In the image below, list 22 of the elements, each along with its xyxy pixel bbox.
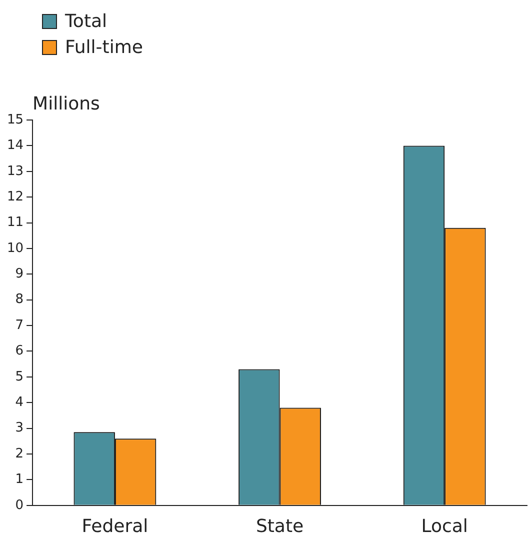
- y-tick-label: 9: [15, 266, 24, 282]
- y-tick-label: 2: [15, 446, 24, 462]
- y-tick-label: 15: [6, 112, 24, 128]
- y-tick-label: 3: [15, 420, 24, 436]
- y-tick-label: 14: [6, 138, 24, 154]
- y-tick-label: 11: [6, 215, 24, 230]
- x-tick-label: Federal: [82, 516, 148, 537]
- y-tick-label: 6: [15, 344, 24, 359]
- y-tick-label: 0: [15, 498, 24, 513]
- y-tick-label: 4: [15, 395, 24, 410]
- y-tick-label: 10: [6, 240, 24, 256]
- y-tick-label: 13: [6, 164, 24, 179]
- legend-label: Total: [65, 10, 108, 32]
- y-axis-title: Millions: [32, 94, 100, 115]
- y-tick-label: 5: [15, 369, 24, 384]
- x-tick-label: Local: [421, 516, 468, 537]
- y-tick-label: 12: [6, 189, 24, 204]
- x-tick-label: State: [256, 516, 304, 537]
- y-tick-label: 1: [15, 472, 24, 488]
- y-tick-label: 7: [15, 318, 24, 333]
- y-tick-label: 8: [15, 292, 24, 308]
- legend-label: Full-time: [65, 36, 143, 58]
